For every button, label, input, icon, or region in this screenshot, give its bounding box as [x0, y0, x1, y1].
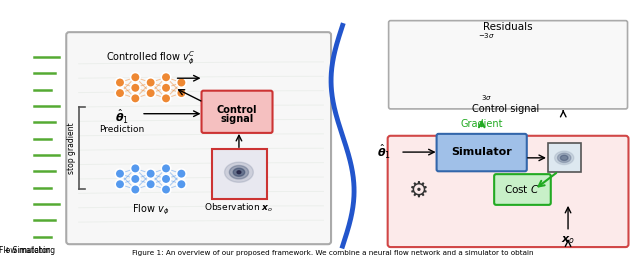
- Text: Observation $\boldsymbol{x}_o$: Observation $\boldsymbol{x}_o$: [204, 201, 273, 213]
- Circle shape: [146, 169, 156, 179]
- Text: ⚙: ⚙: [410, 180, 429, 200]
- FancyBboxPatch shape: [67, 32, 331, 244]
- FancyBboxPatch shape: [494, 174, 551, 205]
- Circle shape: [177, 78, 186, 87]
- Text: Gradient: Gradient: [460, 119, 503, 129]
- Circle shape: [177, 169, 186, 179]
- FancyBboxPatch shape: [202, 91, 273, 133]
- FancyBboxPatch shape: [388, 21, 628, 109]
- Circle shape: [131, 73, 140, 82]
- Circle shape: [177, 88, 186, 98]
- FancyBboxPatch shape: [212, 149, 267, 199]
- Circle shape: [161, 73, 171, 82]
- Circle shape: [177, 179, 186, 189]
- Polygon shape: [237, 171, 241, 174]
- Circle shape: [161, 164, 171, 173]
- Text: Control signal: Control signal: [472, 104, 540, 114]
- Circle shape: [115, 169, 125, 179]
- Text: $\hat{\boldsymbol{\theta}}_1$: $\hat{\boldsymbol{\theta}}_1$: [376, 143, 390, 161]
- Circle shape: [131, 164, 140, 173]
- Text: Controlled flow $v_\phi^C$: Controlled flow $v_\phi^C$: [106, 49, 195, 67]
- Polygon shape: [225, 162, 253, 182]
- Circle shape: [115, 78, 125, 87]
- Circle shape: [115, 179, 125, 189]
- FancyBboxPatch shape: [436, 134, 527, 171]
- Text: $3\sigma$: $3\sigma$: [481, 93, 492, 102]
- Text: Control: Control: [217, 105, 257, 115]
- Circle shape: [161, 185, 171, 194]
- FancyBboxPatch shape: [388, 136, 628, 247]
- Circle shape: [161, 174, 171, 184]
- Text: Cost $C$: Cost $C$: [504, 182, 540, 194]
- Circle shape: [146, 78, 156, 87]
- Circle shape: [161, 93, 171, 103]
- Text: $\boldsymbol{x}_o$: $\boldsymbol{x}_o$: [561, 234, 575, 246]
- Polygon shape: [561, 155, 568, 161]
- Polygon shape: [229, 165, 248, 179]
- Text: $-3\sigma$: $-3\sigma$: [478, 31, 495, 40]
- Circle shape: [146, 179, 156, 189]
- Circle shape: [161, 83, 171, 93]
- Text: stop gradient: stop gradient: [67, 122, 76, 174]
- Text: $\hat{\boldsymbol{\theta}}_1$: $\hat{\boldsymbol{\theta}}_1$: [115, 108, 129, 126]
- Text: Prediction: Prediction: [99, 125, 145, 134]
- Circle shape: [131, 185, 140, 194]
- Circle shape: [131, 83, 140, 93]
- Circle shape: [115, 88, 125, 98]
- Circle shape: [146, 88, 156, 98]
- Circle shape: [131, 93, 140, 103]
- Polygon shape: [557, 153, 571, 163]
- Text: Flow $v_\phi$: Flow $v_\phi$: [132, 203, 170, 217]
- FancyBboxPatch shape: [548, 144, 580, 172]
- Polygon shape: [233, 168, 244, 176]
- Circle shape: [131, 174, 140, 184]
- Text: signal: signal: [220, 114, 253, 123]
- Text: Figure 1: An overview of our proposed framework. We combine a neural flow networ: Figure 1: An overview of our proposed fr…: [132, 250, 534, 256]
- Text: Residuals: Residuals: [483, 22, 532, 32]
- Polygon shape: [555, 151, 574, 164]
- Text: Simulator: Simulator: [451, 147, 512, 157]
